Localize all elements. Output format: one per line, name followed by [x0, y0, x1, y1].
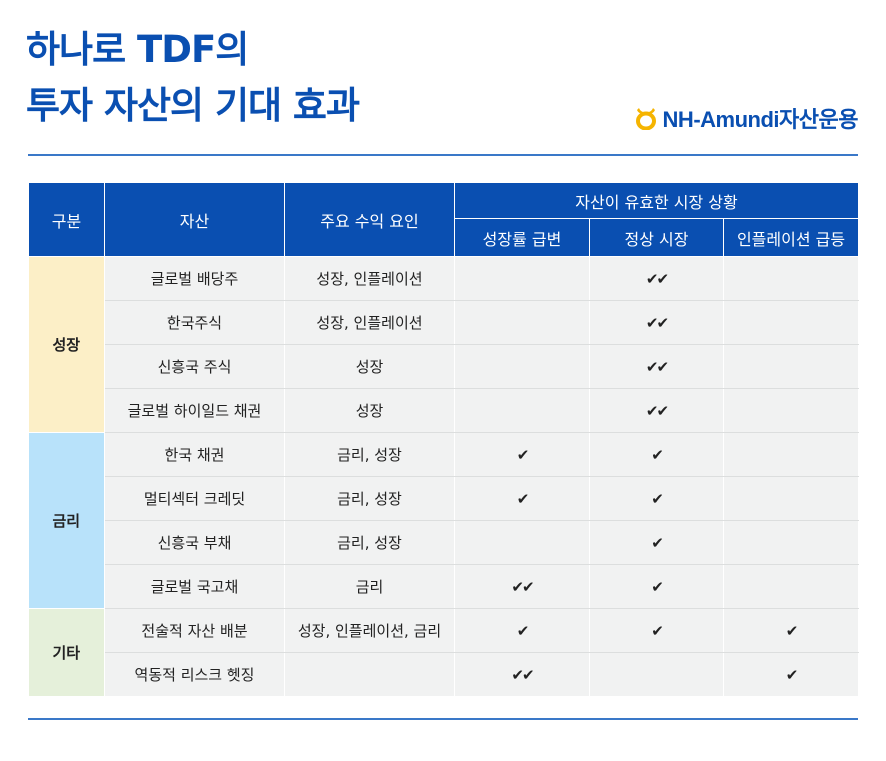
growth-shock-check: ✔ [454, 608, 590, 653]
asset-cell: 한국 채권 [104, 432, 285, 477]
inflation-check [723, 300, 860, 345]
header-asset: 자산 [104, 182, 285, 257]
inflation-check [723, 344, 860, 389]
inflation-check [723, 388, 860, 433]
title-line-2: 투자 자산의 기대 효과 [26, 84, 360, 127]
asset-cell: 글로벌 배당주 [104, 256, 285, 301]
factor-cell: 성장, 인플레이션 [284, 256, 455, 301]
asset-cell: 신흥국 부채 [104, 520, 285, 565]
table-row: 신흥국 주식 성장 ✔✔ [29, 344, 860, 389]
group-label-etc: 기타 [28, 608, 105, 697]
growth-shock-check [454, 520, 590, 565]
inflation-check [723, 476, 860, 521]
normal-market-check: ✔ [589, 520, 724, 565]
factor-cell: 성장 [284, 388, 455, 433]
normal-market-check: ✔✔ [589, 388, 724, 433]
normal-market-check: ✔✔ [589, 256, 724, 301]
normal-market-check: ✔✔ [589, 344, 724, 389]
normal-market-check [589, 652, 724, 696]
growth-shock-check [454, 300, 590, 345]
asset-cell: 역동적 리스크 헷징 [104, 652, 285, 696]
table-body: 성장 글로벌 배당주 성장, 인플레이션 ✔✔ 한국주식 성장, 인플레이션 ✔… [28, 256, 860, 697]
factor-cell: 금리 [284, 564, 455, 609]
header-market-situation: 자산이 유효한 시장 상황 [453, 182, 860, 219]
normal-market-check: ✔ [589, 564, 724, 609]
header-inflation-surge: 인플레이션 급등 [722, 218, 860, 257]
inflation-check [723, 564, 860, 609]
title-line-1: 하나로 TDF의 [26, 28, 249, 71]
table-row: 신흥국 부채 금리, 성장 ✔ [29, 520, 860, 565]
brand-name: NH-Amundi자산운용 [662, 107, 859, 132]
top-divider [28, 154, 858, 156]
table-row: 글로벌 하이일드 채권 성장 ✔✔ [29, 388, 860, 433]
group-label-growth: 성장 [28, 256, 105, 433]
inflation-check [723, 520, 860, 565]
growth-shock-check: ✔ [454, 476, 590, 521]
asset-effect-table: 구분 자산 주요 수익 요인 자산이 유효한 시장 상황 성장률 급변 정상 시… [28, 182, 860, 697]
header-category: 구분 [28, 182, 105, 257]
table-row: 성장 글로벌 배당주 성장, 인플레이션 ✔✔ [28, 256, 860, 433]
normal-market-check: ✔✔ [589, 300, 724, 345]
growth-shock-check [454, 388, 590, 433]
header-factor: 주요 수익 요인 [284, 182, 455, 257]
growth-shock-check [454, 344, 590, 389]
normal-market-check: ✔ [589, 608, 724, 653]
table-row: 금리 한국 채권 금리, 성장 ✔ ✔ [28, 432, 860, 609]
factor-cell: 성장 [284, 344, 455, 389]
inflation-check: ✔ [723, 608, 860, 653]
normal-market-check: ✔ [589, 476, 724, 521]
brand-logo: NH-Amundi자산운용 [635, 103, 859, 133]
factor-cell: 성장, 인플레이션, 금리 [284, 608, 455, 653]
normal-market-check: ✔ [589, 432, 724, 477]
growth-shock-check [454, 256, 590, 301]
table-row: 역동적 리스크 헷징 ✔✔ ✔ [29, 652, 860, 696]
factor-cell: 성장, 인플레이션 [284, 300, 455, 345]
factor-cell: 금리, 성장 [284, 476, 455, 521]
asset-cell: 멀티섹터 크레딧 [104, 476, 285, 521]
inflation-check [723, 432, 860, 477]
growth-shock-check: ✔✔ [454, 564, 590, 609]
header-normal-market: 정상 시장 [589, 218, 724, 257]
asset-cell: 한국주식 [104, 300, 285, 345]
page-title: 하나로 TDF의 투자 자산의 기대 효과 [26, 22, 360, 134]
factor-cell [284, 652, 455, 696]
asset-cell: 글로벌 국고채 [104, 564, 285, 609]
asset-cell: 전술적 자산 배분 [104, 608, 285, 653]
asset-cell: 신흥국 주식 [104, 344, 285, 389]
inflation-check: ✔ [723, 652, 860, 696]
nh-amundi-logo-icon [635, 108, 656, 130]
growth-shock-check: ✔ [454, 432, 590, 477]
asset-cell: 글로벌 하이일드 채권 [104, 388, 285, 433]
group-label-rate: 금리 [28, 432, 105, 609]
factor-cell: 금리, 성장 [284, 432, 455, 477]
growth-shock-check: ✔✔ [454, 652, 590, 696]
table-header: 구분 자산 주요 수익 요인 자산이 유효한 시장 상황 성장률 급변 정상 시… [28, 182, 860, 257]
bottom-divider [28, 718, 858, 720]
inflation-check [723, 256, 860, 301]
header-growth-shock: 성장률 급변 [454, 218, 590, 257]
table-row: 기타 전술적 자산 배분 성장, 인플레이션, 금리 ✔ ✔ ✔ [28, 608, 860, 697]
factor-cell: 금리, 성장 [284, 520, 455, 565]
table-row: 멀티섹터 크레딧 금리, 성장 ✔ ✔ [29, 476, 860, 521]
table-row: 한국주식 성장, 인플레이션 ✔✔ [29, 300, 860, 345]
table-row: 글로벌 국고채 금리 ✔✔ ✔ [29, 564, 860, 609]
